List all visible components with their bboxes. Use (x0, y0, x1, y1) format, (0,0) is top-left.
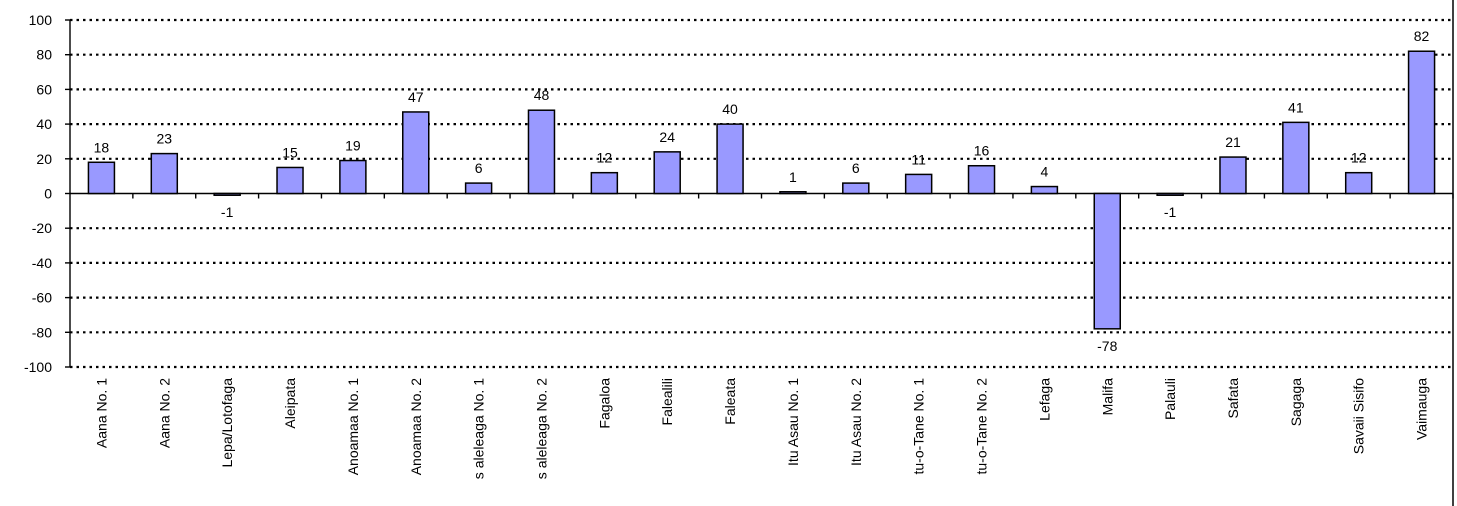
bar (213, 192, 241, 196)
category-label: Sagaga (1288, 378, 1304, 426)
data-label: 47 (408, 89, 424, 105)
category-label: Aana No. 1 (93, 378, 109, 448)
bar (590, 171, 619, 195)
y-tick-label: -40 (32, 255, 52, 271)
data-label: 19 (345, 138, 361, 154)
category-label: Aleipata (282, 378, 298, 429)
category-label: s aleleaga No. 2 (533, 378, 549, 479)
bar (1093, 192, 1121, 330)
category-label: Lefaga (1036, 378, 1052, 421)
data-label: 41 (1288, 99, 1304, 115)
category-label: Safata (1225, 378, 1241, 419)
data-label: -78 (1097, 338, 1117, 354)
category-label: Faleata (722, 378, 738, 425)
category-label: Savaii Sisifo (1351, 378, 1367, 454)
bar (1219, 156, 1247, 195)
data-label: 4 (1040, 164, 1048, 180)
data-label: -1 (221, 204, 234, 220)
bar (842, 182, 870, 195)
category-label: tu-o-Tane No. 2 (974, 378, 990, 475)
category-label: Itu Asau No. 2 (848, 378, 864, 466)
bar (1282, 121, 1310, 195)
y-tick-label: -80 (32, 324, 52, 340)
bar (276, 166, 304, 195)
y-tick-label: 60 (36, 81, 52, 97)
y-tick-label: -60 (32, 290, 52, 306)
data-label: 6 (475, 160, 483, 176)
data-label: -1 (1164, 204, 1177, 220)
data-label: 82 (1414, 28, 1430, 44)
category-label: Aana No. 2 (156, 378, 172, 448)
y-tick-label: 20 (36, 151, 52, 167)
category-label: Palauli (1162, 378, 1178, 420)
category-label: Itu Asau No. 1 (785, 378, 801, 466)
data-label: 18 (94, 139, 110, 155)
y-tick-label: 80 (36, 47, 52, 63)
bar (1156, 192, 1184, 196)
bar (1407, 50, 1436, 195)
y-tick-label: 100 (29, 12, 53, 28)
data-label: 12 (1351, 150, 1367, 166)
bar (150, 152, 179, 195)
bar (904, 173, 933, 195)
data-label: 21 (1225, 134, 1241, 150)
data-label: 40 (722, 101, 738, 117)
category-label: Lepa/Lotofaga (219, 378, 235, 468)
data-label: 48 (534, 87, 550, 103)
bar (716, 123, 744, 195)
bar (653, 151, 681, 195)
bar (402, 111, 430, 195)
y-tick-label: -100 (24, 359, 52, 375)
bar (339, 159, 367, 195)
y-tick-label: 0 (44, 186, 52, 202)
data-label: 24 (659, 129, 675, 145)
bars (87, 50, 1454, 330)
y-tick-label: 40 (36, 116, 52, 132)
bar (87, 161, 116, 195)
category-labels: Aana No. 1 Aana No. 2 Lepa/Lotofaga Aleipat… (93, 378, 1429, 479)
y-tick-labels: 100 80 60 40 20 0 -20 -40 -60 -80 -100 (24, 12, 70, 375)
axes (69, 0, 1454, 506)
category-label: tu-o-Tane No. 1 (911, 378, 927, 475)
data-label: 23 (157, 131, 173, 147)
category-label: Anoamaa No. 2 (408, 378, 424, 475)
category-label: s aleleaga No. 1 (471, 378, 487, 479)
bar (1030, 185, 1059, 195)
data-label: 16 (974, 143, 990, 159)
category-label: Malifa (1099, 378, 1115, 416)
category-label: Falealili (659, 378, 675, 425)
data-label: 6 (852, 160, 860, 176)
bar (464, 182, 493, 195)
bar (967, 164, 996, 195)
category-label: Anoamaa No. 1 (345, 378, 361, 475)
data-label: 1 (789, 169, 797, 185)
data-label: 15 (282, 144, 298, 160)
y-tick-label: -20 (32, 220, 52, 236)
bar (527, 109, 556, 195)
category-label: Fagaloa (596, 378, 612, 429)
data-label: 11 (911, 151, 926, 167)
bar (1344, 171, 1373, 195)
bar (779, 191, 807, 195)
data-label: 12 (597, 150, 613, 166)
category-label: Vaimauga (1414, 378, 1430, 440)
